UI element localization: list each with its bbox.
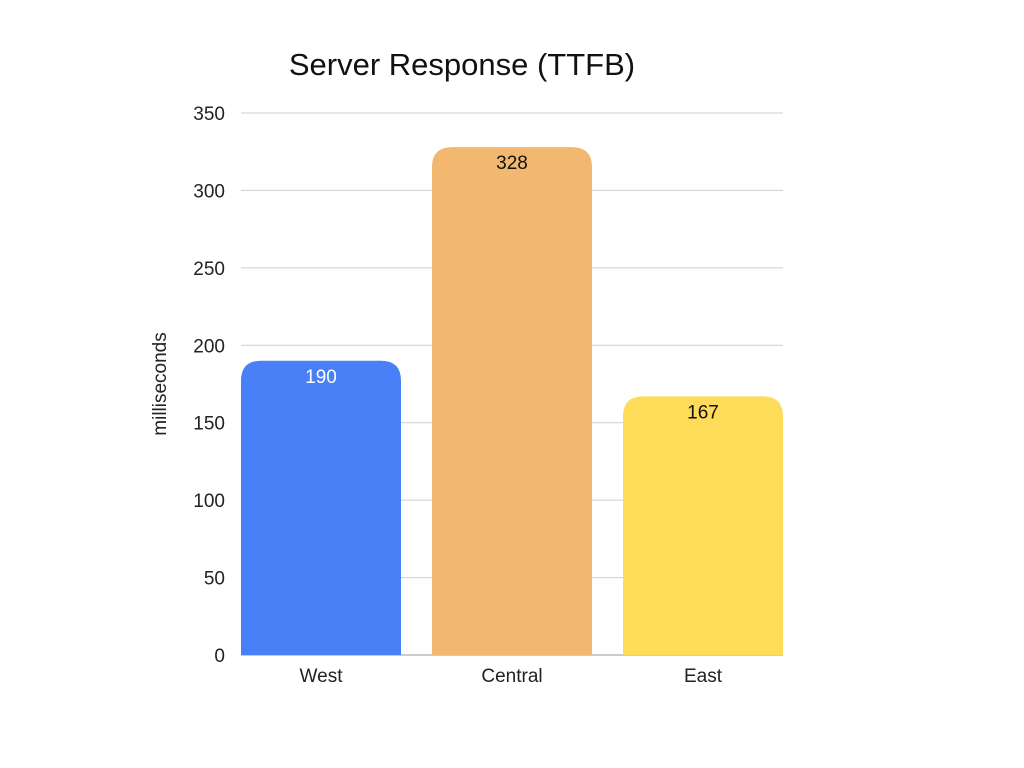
chart-title: Server Response (TTFB) — [289, 47, 635, 82]
y-tick-label: 200 — [193, 336, 225, 357]
y-tick-label: 250 — [193, 259, 225, 280]
bar-west — [241, 360, 401, 655]
y-tick-label: 150 — [193, 414, 225, 435]
bar-east — [623, 396, 783, 655]
data-label: 328 — [496, 153, 528, 174]
y-tick-label: 50 — [204, 569, 225, 590]
y-tick-label: 350 — [193, 104, 225, 125]
bars — [241, 147, 783, 655]
x-tick-label: East — [684, 666, 723, 687]
x-tick-label: Central — [481, 666, 542, 687]
y-tick-label: 0 — [214, 646, 225, 667]
data-label: 167 — [687, 402, 719, 423]
data-label: 190 — [305, 367, 337, 388]
y-axis-label: milliseconds — [150, 332, 171, 435]
y-axis-ticks: 0 50 100 150 200 250 300 350 — [193, 104, 225, 667]
data-labels: 190 328 167 — [305, 153, 719, 423]
y-tick-label: 300 — [193, 181, 225, 202]
x-axis-ticks: West Central East — [300, 666, 723, 687]
y-tick-label: 100 — [193, 491, 225, 512]
x-tick-label: West — [300, 666, 344, 687]
bar-central — [432, 147, 592, 655]
